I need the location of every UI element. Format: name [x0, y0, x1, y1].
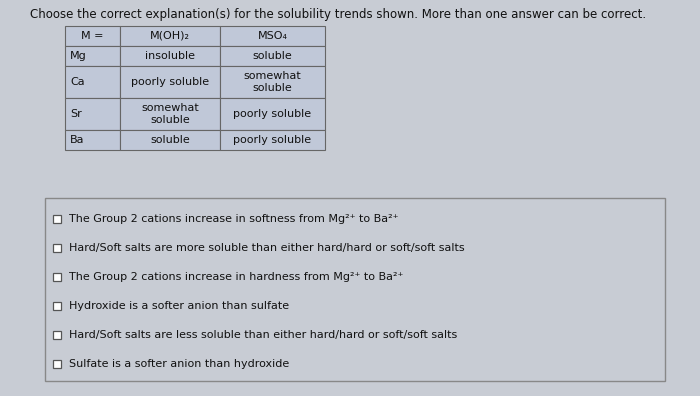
- Bar: [120, 26, 220, 46]
- Bar: [65, 130, 120, 150]
- Bar: [45, 198, 665, 381]
- Text: Hydroxide is a softer anion than sulfate: Hydroxide is a softer anion than sulfate: [69, 301, 289, 311]
- Text: Sulfate is a softer anion than hydroxide: Sulfate is a softer anion than hydroxide: [69, 360, 289, 369]
- Text: somewhat
soluble: somewhat soluble: [244, 71, 302, 93]
- Text: poorly soluble: poorly soluble: [233, 109, 312, 119]
- Text: M =: M =: [81, 31, 104, 41]
- Text: The Group 2 cations increase in hardness from Mg²⁺ to Ba²⁺: The Group 2 cations increase in hardness…: [69, 272, 403, 282]
- Text: Ba: Ba: [70, 135, 85, 145]
- Bar: [53, 331, 61, 339]
- Text: Ca: Ca: [70, 77, 85, 87]
- Text: soluble: soluble: [150, 135, 190, 145]
- Bar: [53, 273, 61, 281]
- Bar: [65, 26, 120, 46]
- Bar: [120, 130, 220, 150]
- Text: somewhat
soluble: somewhat soluble: [141, 103, 199, 125]
- Bar: [65, 66, 120, 98]
- Text: soluble: soluble: [253, 51, 293, 61]
- Text: Choose the correct explanation(s) for the solubility trends shown. More than one: Choose the correct explanation(s) for th…: [30, 8, 646, 21]
- Text: Hard/Soft salts are more soluble than either hard/hard or soft/soft salts: Hard/Soft salts are more soluble than ei…: [69, 243, 465, 253]
- Bar: [53, 244, 61, 252]
- Bar: [53, 215, 61, 223]
- Bar: [53, 360, 61, 368]
- Bar: [65, 46, 120, 66]
- Text: poorly soluble: poorly soluble: [131, 77, 209, 87]
- Text: M(OH)₂: M(OH)₂: [150, 31, 190, 41]
- Bar: [220, 98, 325, 130]
- Text: insoluble: insoluble: [145, 51, 195, 61]
- Text: Sr: Sr: [70, 109, 82, 119]
- Bar: [120, 46, 220, 66]
- Bar: [220, 46, 325, 66]
- Text: poorly soluble: poorly soluble: [233, 135, 312, 145]
- Text: Mg: Mg: [70, 51, 87, 61]
- Bar: [120, 98, 220, 130]
- Bar: [120, 66, 220, 98]
- Text: Hard/Soft salts are less soluble than either hard/hard or soft/soft salts: Hard/Soft salts are less soluble than ei…: [69, 330, 457, 340]
- Bar: [65, 98, 120, 130]
- Bar: [220, 66, 325, 98]
- Bar: [220, 26, 325, 46]
- Bar: [53, 302, 61, 310]
- Text: The Group 2 cations increase in softness from Mg²⁺ to Ba²⁺: The Group 2 cations increase in softness…: [69, 213, 398, 224]
- Bar: [220, 130, 325, 150]
- Text: MSO₄: MSO₄: [258, 31, 288, 41]
